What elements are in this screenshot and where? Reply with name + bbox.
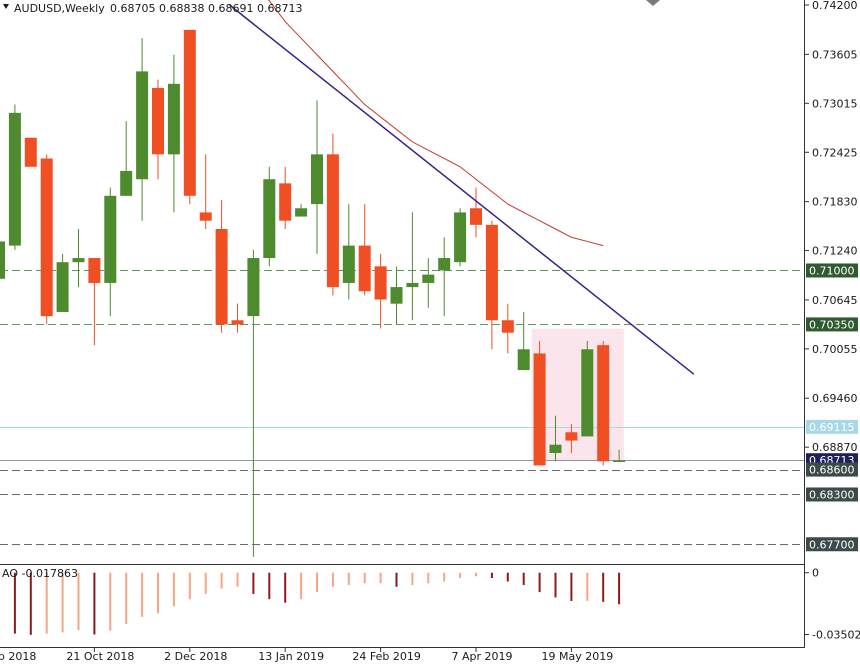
candle-body [88,258,101,283]
candle-body [597,345,610,462]
horizontal-levels [0,270,805,545]
candle-body [470,208,482,225]
price-tag-label: 0.70350 [809,318,855,331]
price-tag-label: 0.68300 [809,488,855,501]
candles [0,29,626,557]
candle-body [72,258,85,263]
candle-body [326,154,339,288]
price-tag-bg [806,537,858,552]
ao-axis: 0 -0.03502 [805,567,860,642]
candle-body [454,212,467,263]
y-tick-label: 0.70055 [812,343,858,356]
candle-body [136,71,149,180]
x-tick-label: 24 Feb 2019 [352,650,420,663]
candle-body [279,183,292,221]
price-tag-label: 0.68600 [809,464,855,477]
price-tag-label: 0.67700 [809,538,855,551]
moving-average-line [268,0,604,247]
candle-body [24,137,37,167]
candle-body [390,287,403,304]
candle-body [56,262,69,312]
candle-body [501,320,514,333]
candle-body [406,282,419,288]
ohlc-values: 0.68705 0.68838 0.68691 0.68713 [110,2,302,15]
candle-body [183,29,196,196]
ao-tick-label: 0 [812,567,819,580]
candle-body [342,245,355,283]
ao-tick-label: -0.03502 [812,629,860,642]
time-axis[interactable]: 9 Sep 2018 21 Oct 2018 2 Dec 2018 13 Jan 20… [0,648,613,663]
price-tags: 0.710000.703500.691150.687130.686000.683… [806,263,858,552]
chart-scroll-marker-icon[interactable] [646,0,660,6]
x-tick-label: 13 Jan 2019 [258,650,324,663]
candle-body [199,212,212,221]
candle-body [215,229,228,325]
candle-body [613,460,626,462]
candle-body [549,444,562,453]
candle-body [40,158,53,317]
candle-body [533,353,546,466]
candle-body [263,179,276,259]
price-tag-bg [806,462,858,477]
x-tick-label: 19 May 2019 [542,650,614,663]
candle-body [438,258,451,271]
chart-header: AUDUSD,Weekly 0.68705 0.68838 0.68691 0.… [3,2,302,15]
candle-body [295,208,308,217]
x-tick-label: 21 Oct 2018 [66,650,134,663]
price-axis[interactable]: 0.74200 0.73605 0.73015 0.72425 0.71830 0.712… [805,0,858,454]
candle-body [247,258,260,317]
candle-body [422,274,435,283]
x-tick-label: 2 Dec 2018 [164,650,227,663]
candle-body [104,195,117,283]
candle-body [517,349,530,371]
candle-body [152,87,164,155]
dropdown-triangle-icon[interactable] [3,4,9,9]
ao-label: AO -0.017863 [2,567,78,580]
candle-body [358,245,371,292]
y-tick-label: 0.73015 [812,97,858,110]
y-tick-label: 0.68870 [812,441,858,454]
price-tag-label: 0.71000 [809,264,855,277]
candle-body [374,266,387,300]
y-tick-label: 0.73605 [812,48,858,61]
price-plot-area[interactable] [0,0,805,557]
candle-body [581,349,594,437]
candle-body [0,241,5,279]
candle-body [565,432,578,441]
x-tick-label: 9 Sep 2018 [0,650,36,663]
price-tag-bg [806,263,858,278]
candle-body [167,83,180,155]
price-tag-label: 0.69115 [809,421,855,434]
price-tag-bg [806,317,858,332]
y-tick-label: 0.72425 [812,146,858,159]
candle-body [485,224,498,321]
symbol-label: AUDUSD,Weekly [14,2,105,15]
y-tick-label: 0.71240 [812,245,858,258]
y-tick-label: 0.70645 [812,294,858,307]
y-tick-label: 0.71830 [812,196,858,209]
y-tick-label: 0.74200 [812,0,858,12]
candle-body [8,112,21,246]
price-tag-bg [806,419,858,434]
trend-line[interactable] [229,4,695,375]
candle-body [120,170,133,196]
ao-histogram [13,572,621,635]
candle-body [231,320,244,325]
x-tick-label: 7 Apr 2019 [451,650,512,663]
y-tick-label: 0.69460 [812,392,858,405]
candle-body [311,154,323,205]
price-tag-bg [806,487,858,502]
